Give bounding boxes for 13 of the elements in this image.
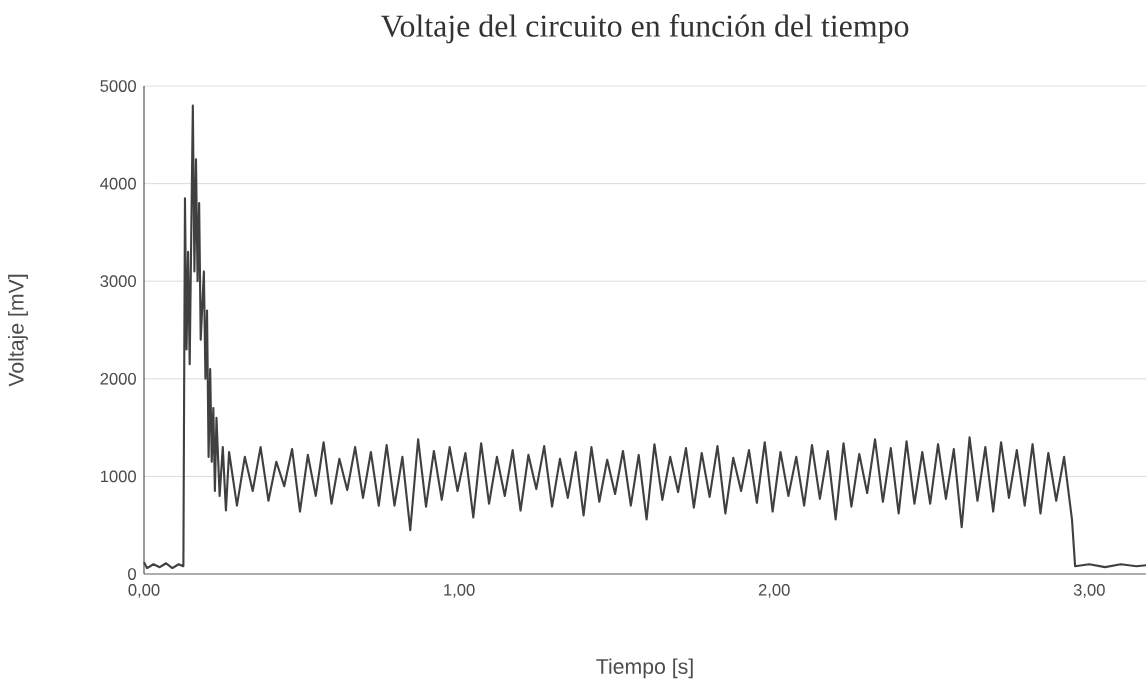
x-tick-label: 2,00 [758, 584, 790, 598]
x-tick-label: 1,00 [444, 584, 475, 598]
y-tick-label: 1000 [100, 470, 136, 483]
chart-title: Voltaje del circuito en función del tiempo [380, 14, 909, 44]
x-tick-label: 0,00 [128, 584, 160, 598]
y-tick-label: 5000 [100, 80, 136, 92]
y-tick-label: 0 [128, 568, 136, 580]
y-tick-label: 3000 [100, 275, 136, 288]
y-axis-title: Voltaje [mV] [8, 274, 28, 387]
y-tick-label: 4000 [100, 177, 136, 190]
x-axis-title: Tiempo [s] [596, 658, 693, 679]
y-tick-label: 2000 [100, 372, 136, 385]
x-tick-label: 3,00 [1073, 584, 1105, 598]
